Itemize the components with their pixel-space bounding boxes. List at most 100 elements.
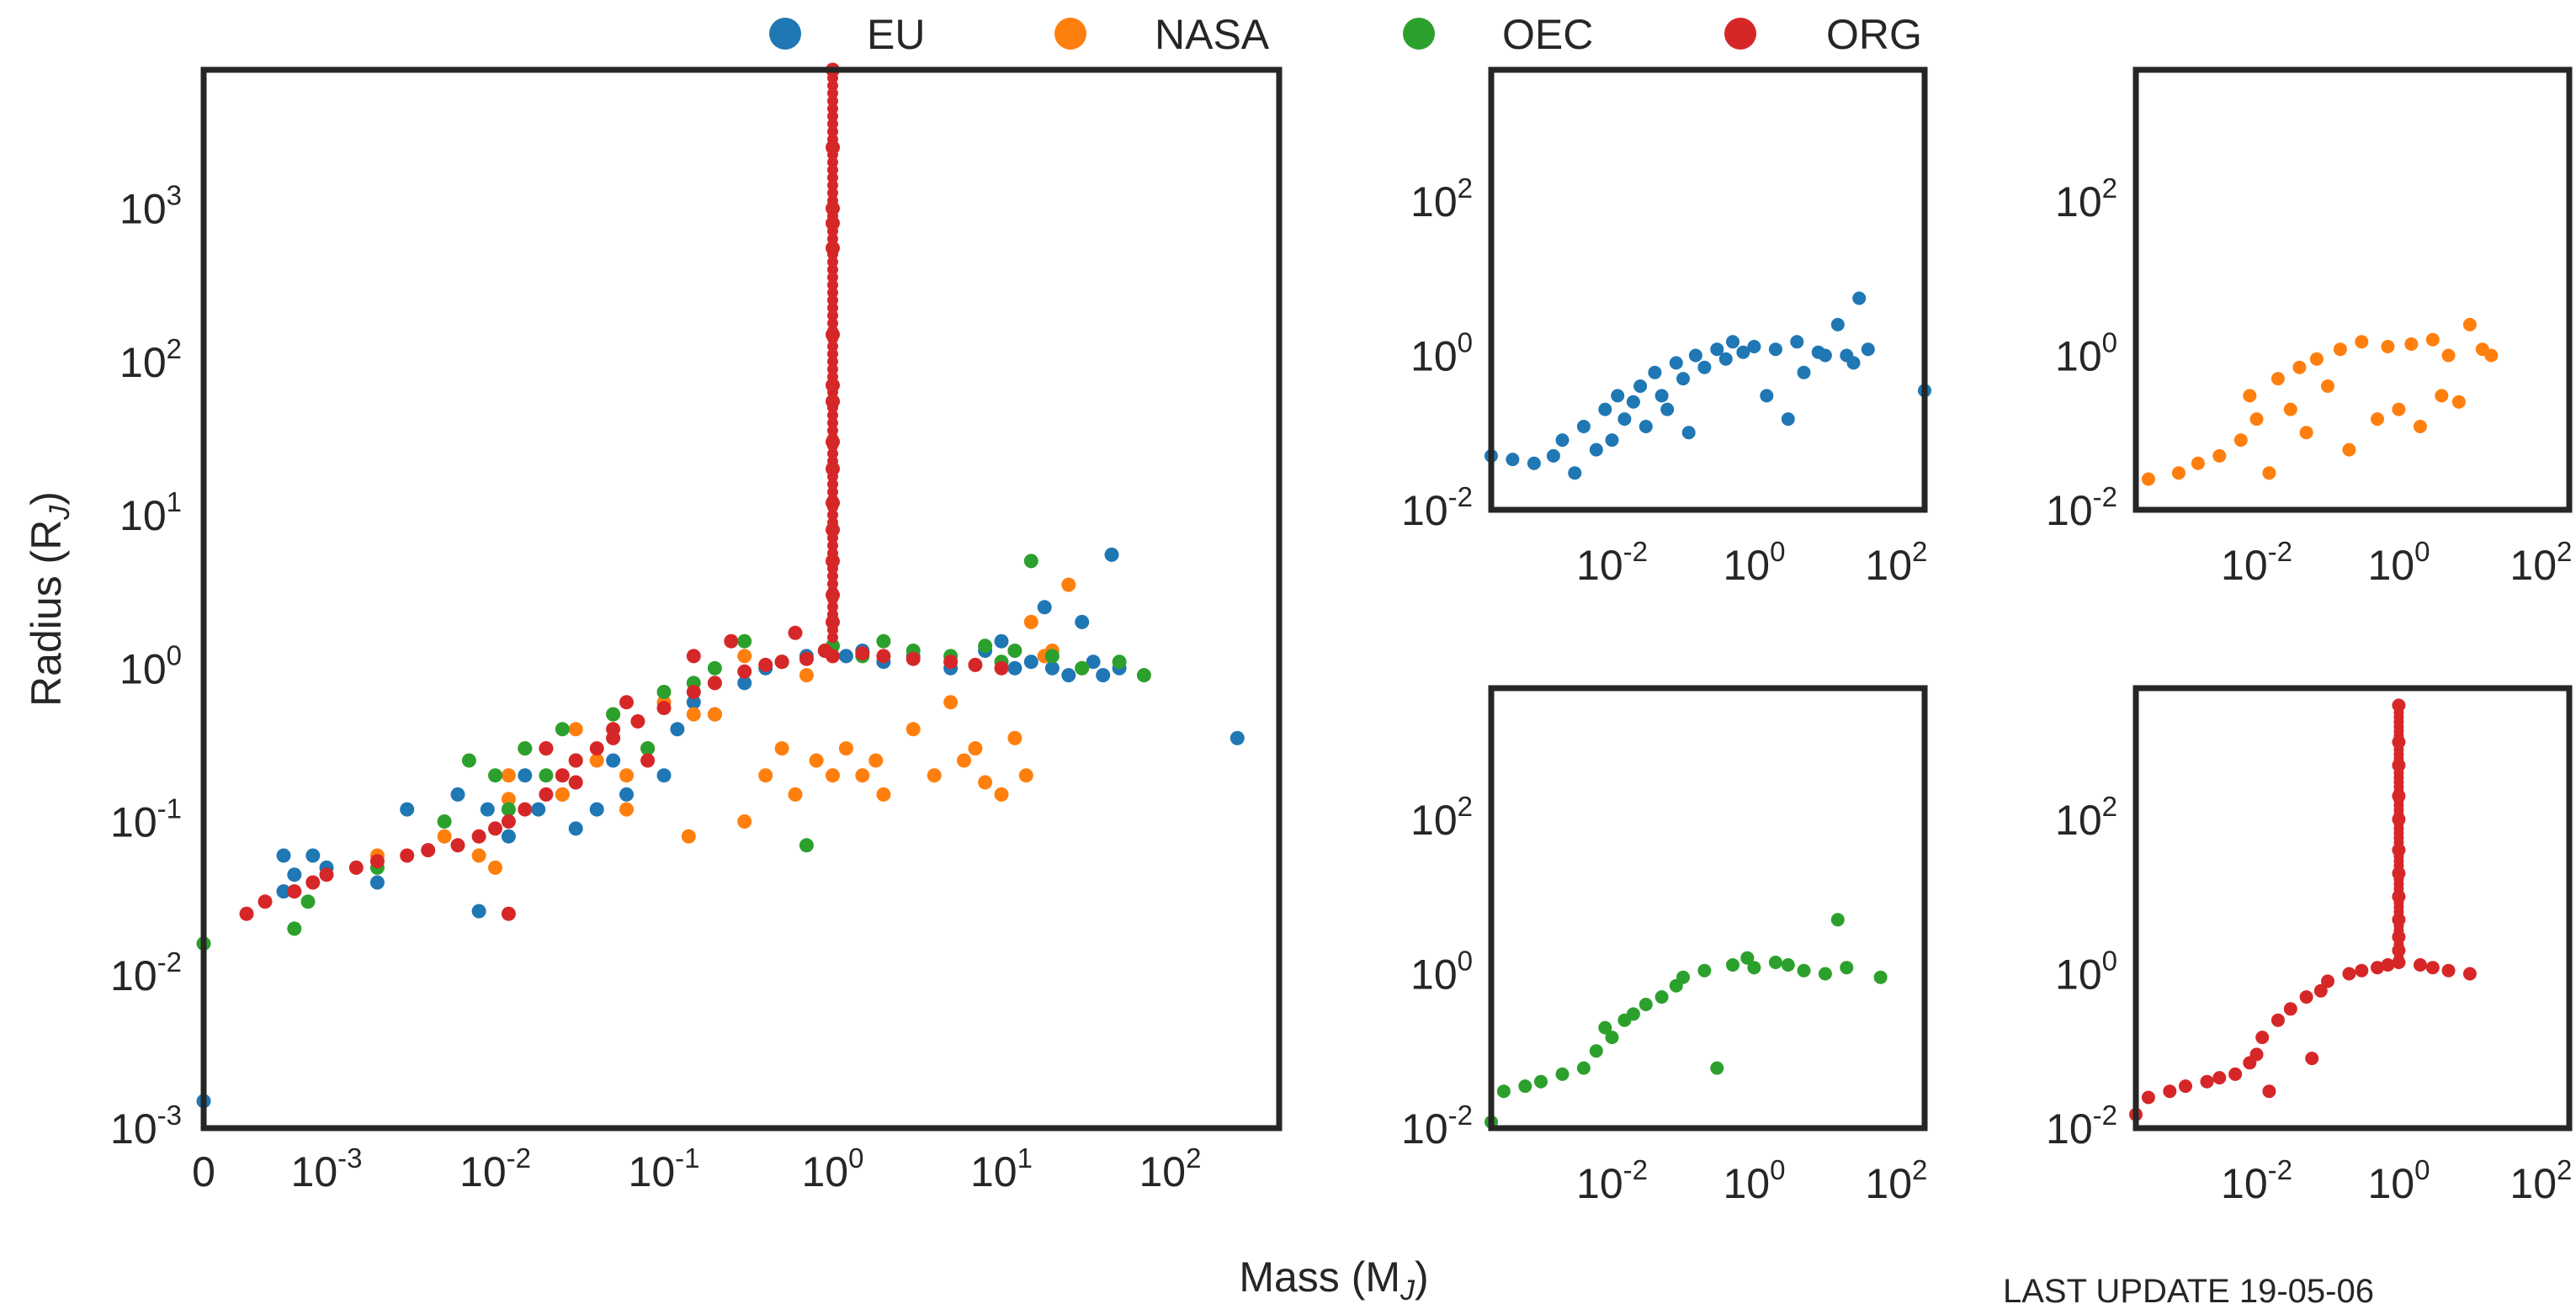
point-nasa — [906, 722, 921, 737]
point-oec — [737, 633, 752, 649]
point-eu — [1611, 389, 1625, 403]
point-eu — [518, 768, 533, 783]
point-oec — [539, 768, 554, 783]
point-org — [827, 272, 838, 284]
point-org — [2425, 961, 2440, 975]
point-org — [827, 348, 838, 360]
point-eu — [276, 848, 291, 863]
point-nasa — [2425, 332, 2440, 347]
oec-plot-frame — [1488, 685, 1928, 1131]
point-org — [943, 654, 959, 670]
point-org — [239, 906, 254, 921]
point-org — [827, 325, 838, 337]
point-org — [827, 233, 838, 245]
point-org — [2313, 983, 2328, 998]
point-org — [2262, 1084, 2276, 1099]
y-tick-label: 100 — [2055, 945, 2117, 998]
nasa-tick-labels: 10-2 100 102 10-2 100 102 — [2046, 172, 2572, 589]
point-eu — [531, 802, 546, 817]
point-org — [319, 867, 334, 882]
point-org — [827, 632, 838, 644]
x-tick-label: 100 — [1723, 1154, 1785, 1207]
y-tick-label: 102 — [2055, 791, 2117, 844]
point-org — [2342, 967, 2356, 981]
point-org — [827, 601, 838, 612]
point-org — [488, 821, 502, 836]
point-oec — [1023, 554, 1038, 569]
point-eu — [1781, 412, 1795, 427]
point-org — [619, 695, 634, 710]
point-oec — [606, 707, 621, 722]
point-org — [827, 524, 838, 536]
y-tick-label: 102 — [2055, 172, 2117, 225]
point-nasa — [788, 787, 803, 802]
point-org — [2355, 963, 2369, 978]
point-org — [2228, 1067, 2243, 1081]
point-org — [737, 664, 752, 679]
point-org — [827, 95, 838, 107]
point-org — [400, 848, 415, 863]
point-eu — [305, 848, 321, 863]
legend-label-nasa: NASA — [1155, 11, 1270, 58]
point-org — [827, 410, 838, 421]
point-nasa — [2299, 426, 2313, 440]
point-org — [686, 685, 701, 699]
point-org — [758, 657, 773, 672]
point-org — [555, 768, 570, 783]
point-oec — [1112, 654, 1127, 670]
point-eu — [1861, 342, 1875, 357]
point-org — [589, 741, 604, 756]
point-org — [827, 563, 838, 575]
point-org — [827, 617, 838, 628]
point-org — [788, 625, 803, 640]
x-axis-label: Mass (MJ) — [1239, 1253, 1428, 1306]
point-org — [827, 156, 838, 168]
point-nasa — [2342, 443, 2356, 457]
point-eu — [1760, 389, 1774, 403]
point-eu — [656, 768, 672, 783]
point-oec — [1598, 1020, 1612, 1035]
point-oec — [1747, 961, 1761, 975]
point-oec — [1007, 644, 1022, 658]
point-eu — [670, 722, 685, 737]
point-oec — [1555, 1067, 1570, 1081]
point-org — [827, 218, 838, 230]
legend-label-eu: EU — [867, 11, 925, 58]
point-eu — [400, 802, 415, 817]
point-eu — [1688, 348, 1702, 363]
point-org — [827, 455, 838, 467]
point-nasa — [501, 768, 516, 783]
x-tick-label: 101 — [970, 1142, 1033, 1195]
point-org — [501, 814, 516, 829]
point-nasa — [2212, 448, 2227, 463]
y-tick-label: 10-2 — [2046, 481, 2117, 534]
point-nasa — [686, 707, 701, 722]
x-tick-label: 102 — [2510, 1154, 2572, 1207]
point-eu — [1096, 668, 1111, 683]
point-oec — [1075, 660, 1090, 676]
nasa-plot-frame — [2133, 66, 2573, 513]
point-eu — [1546, 448, 1560, 463]
point-oec — [501, 802, 516, 817]
point-eu — [1681, 426, 1696, 440]
point-oec — [656, 685, 672, 699]
point-org — [2271, 1013, 2285, 1027]
main-points — [196, 62, 1245, 1109]
point-org — [827, 203, 838, 215]
point-nasa — [2321, 379, 2334, 393]
y-tick-label: 103 — [120, 180, 182, 233]
point-eu — [1797, 365, 1811, 379]
point-eu — [1506, 453, 1520, 467]
eu-scatter-panel: 10-2 100 102 10-2 100 102 — [1401, 66, 1931, 589]
point-org — [827, 548, 838, 559]
point-nasa — [2249, 412, 2264, 427]
point-oec — [1830, 913, 1845, 927]
point-eu — [1605, 433, 1619, 448]
point-org — [518, 802, 533, 817]
point-oec — [1044, 649, 1060, 664]
point-nasa — [2171, 466, 2186, 480]
point-nasa — [978, 775, 993, 790]
point-org — [827, 532, 838, 543]
point-nasa — [838, 741, 853, 756]
point-oec — [1768, 956, 1782, 969]
